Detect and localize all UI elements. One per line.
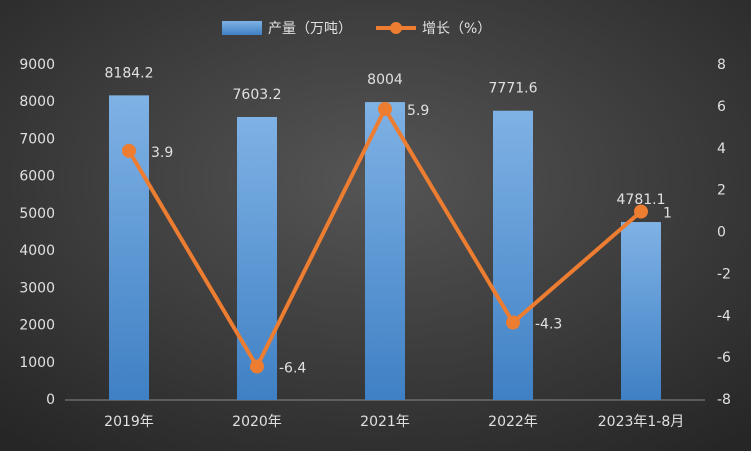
- y2-tick-label: 6: [717, 99, 726, 115]
- legend-swatch: [222, 21, 262, 35]
- bar-value-label: 7603.2: [233, 87, 282, 103]
- y2-tick-label: 8: [717, 57, 726, 73]
- line-value-label: -4.3: [535, 317, 562, 333]
- x-tick-label: 2020年: [232, 414, 282, 430]
- line-value-label: 1: [663, 206, 672, 222]
- line-point: [122, 143, 136, 158]
- line-value-label: 3.9: [151, 145, 173, 161]
- y2-tick-label: -2: [717, 266, 731, 282]
- line-point: [634, 204, 648, 219]
- bar: [237, 116, 277, 400]
- bar: [109, 95, 149, 400]
- y-tick-label: 0: [46, 392, 55, 408]
- line-value-label: -6.4: [279, 361, 306, 377]
- bar-value-label: 4781.1: [617, 192, 666, 208]
- x-tick-label: 2021年: [360, 414, 410, 430]
- y-tick-label: 6000: [19, 169, 55, 185]
- line-point: [250, 359, 264, 374]
- y-tick-label: 4000: [19, 243, 55, 259]
- y-tick-label: 3000: [19, 280, 55, 296]
- legend-label: 产量（万吨）: [268, 21, 352, 37]
- y2-tick-label: 4: [717, 141, 726, 157]
- x-tick-label: 2022年: [488, 414, 538, 430]
- line-value-label: 5.9: [407, 103, 429, 119]
- y2-tick-label: 0: [717, 225, 726, 241]
- y-tick-label: 2000: [19, 318, 55, 334]
- bar-value-label: 8004: [367, 72, 403, 88]
- y-tick-label: 1000: [19, 355, 55, 371]
- x-tick-label: 2019年: [104, 414, 154, 430]
- legend-swatch-marker: [390, 22, 402, 34]
- y2-tick-label: -4: [717, 308, 731, 324]
- y-tick-label: 9000: [19, 57, 55, 73]
- x-tick-label: 2023年1-8月: [598, 414, 685, 430]
- bar: [493, 110, 533, 400]
- y-tick-label: 5000: [19, 206, 55, 222]
- line-point: [378, 101, 392, 116]
- y2-tick-label: -8: [717, 392, 731, 408]
- bar-value-label: 8184.2: [105, 65, 154, 81]
- line-point: [506, 315, 520, 330]
- bar: [365, 102, 405, 400]
- legend-label: 增长（%）: [422, 21, 491, 37]
- y-tick-label: 7000: [19, 131, 55, 147]
- bar: [621, 222, 661, 400]
- y2-tick-label: -6: [717, 350, 731, 366]
- y2-tick-label: 2: [717, 183, 726, 199]
- bar-value-label: 7771.6: [489, 81, 538, 97]
- y-tick-label: 8000: [19, 94, 55, 110]
